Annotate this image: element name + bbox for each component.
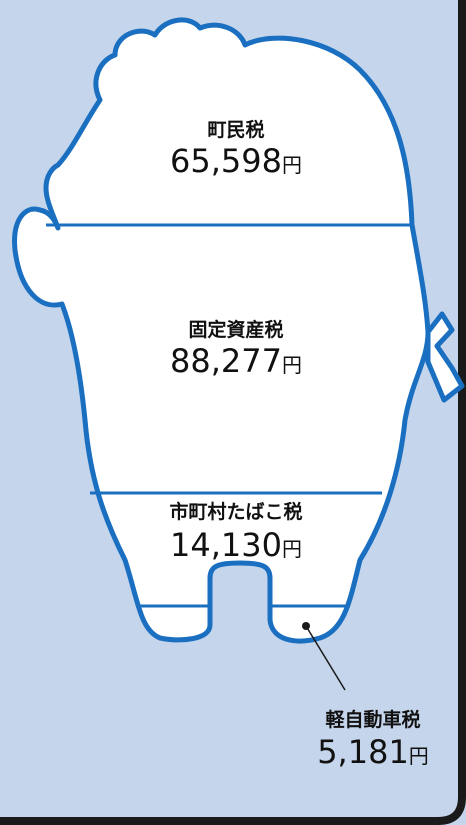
segment-label: 市町村たばこ税 (169, 500, 302, 523)
segment-label: 軽自動車税 (325, 708, 420, 731)
unit: 円 (282, 353, 302, 377)
page: {"segments": [ {"label": "町民税", "amount"… (0, 0, 466, 825)
unit: 円 (282, 153, 302, 177)
amount: 14,130 (170, 526, 282, 564)
unit: 円 (282, 537, 302, 561)
segment-label: 町民税 (207, 118, 264, 141)
amount: 88,277 (170, 342, 282, 380)
amount: 5,181 (317, 733, 409, 771)
infographic: 町民税 65,598円 固定資産税 88,277円 市町村たばこ税 14,130… (0, 0, 466, 825)
segment-label: 固定資産税 (188, 318, 283, 341)
unit: 円 (409, 744, 429, 768)
amount: 65,598 (170, 142, 282, 180)
